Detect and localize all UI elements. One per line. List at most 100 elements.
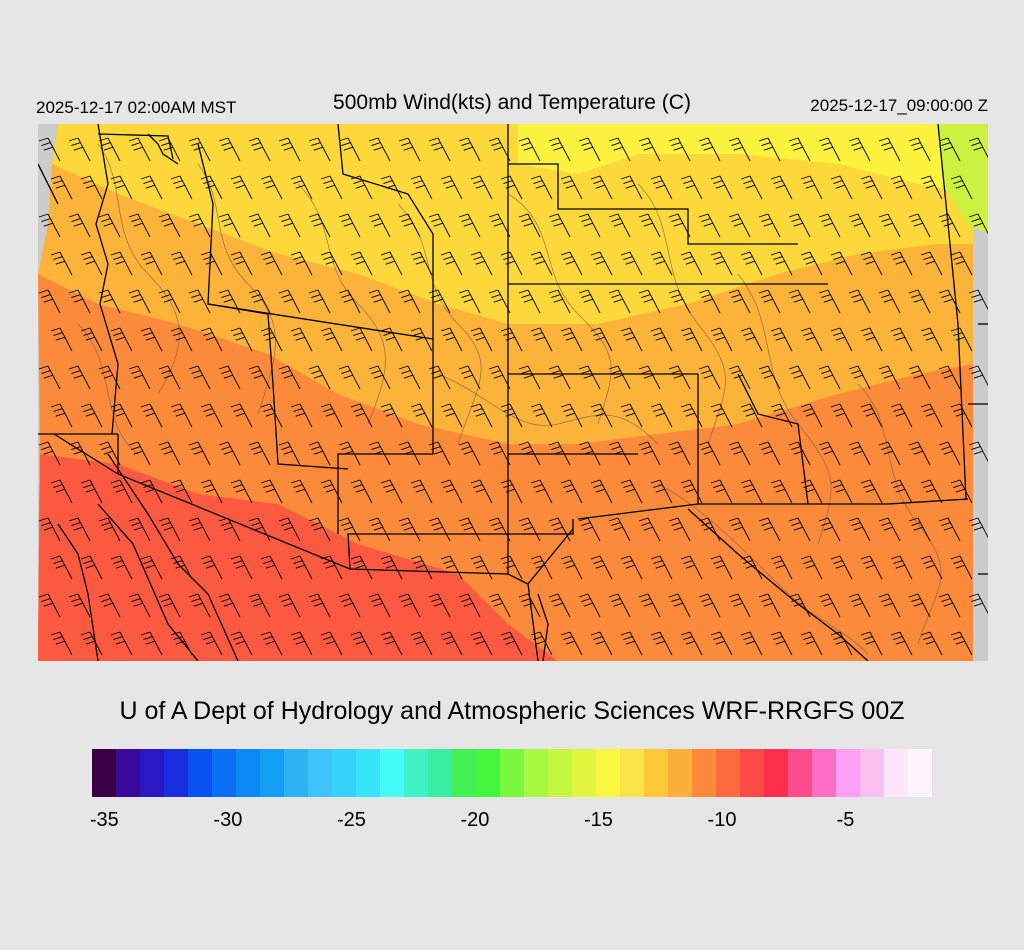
- wind-barb: [320, 327, 343, 352]
- wind-barb: [680, 631, 703, 656]
- colorbar-swatch: [524, 749, 548, 797]
- wind-barb: [410, 403, 433, 428]
- wind-barb: [470, 327, 493, 352]
- colorbar-swatch: [236, 749, 260, 797]
- colorbar-swatch: [92, 749, 116, 797]
- wind-barb: [680, 479, 703, 504]
- wind-barb: [620, 479, 643, 504]
- wind-barb: [398, 593, 421, 618]
- wind-barb: [650, 403, 673, 428]
- wind-barb: [458, 365, 481, 390]
- wind-barb: [320, 631, 343, 656]
- wind-barb: [860, 327, 883, 352]
- wind-barb: [788, 517, 811, 542]
- wind-barb: [140, 479, 163, 504]
- wind-barb: [830, 479, 853, 504]
- wind-barb: [98, 441, 121, 466]
- colorbar-swatch: [116, 749, 140, 797]
- wind-barb: [728, 441, 751, 466]
- wind-barb: [890, 479, 913, 504]
- wind-barb: [878, 517, 901, 542]
- wind-barb: [488, 517, 511, 542]
- wind-barb: [950, 403, 973, 428]
- wind-barb: [98, 365, 121, 390]
- wind-barb: [608, 593, 631, 618]
- wind-barb: [920, 631, 943, 656]
- colorbar-swatch: [404, 749, 428, 797]
- wind-barb: [440, 403, 463, 428]
- wind-barb: [158, 365, 181, 390]
- wind-barb: [548, 137, 571, 162]
- colorbar-swatch: [356, 749, 380, 797]
- wind-barb: [758, 213, 781, 238]
- wind-barb: [860, 479, 883, 504]
- wind-barb: [38, 517, 61, 542]
- wind-barb: [140, 251, 163, 276]
- colorbar-swatch: [716, 749, 740, 797]
- wind-barb: [890, 631, 913, 656]
- wind-barb: [710, 555, 733, 580]
- wind-barb: [578, 365, 601, 390]
- wind-barb: [578, 517, 601, 542]
- wind-barb: [518, 441, 541, 466]
- colorbar-swatch: [812, 749, 836, 797]
- wind-barb: [170, 403, 193, 428]
- wind-barb: [248, 593, 271, 618]
- wind-barb: [68, 289, 91, 314]
- wind-barb: [260, 555, 283, 580]
- wind-barb: [860, 631, 883, 656]
- wind-barb: [740, 555, 763, 580]
- wind-barb: [428, 137, 451, 162]
- wind-barb: [950, 175, 973, 200]
- wind-barb: [200, 479, 223, 504]
- wind-barb: [818, 289, 841, 314]
- wind-barb: [848, 441, 871, 466]
- wind-barb: [878, 365, 901, 390]
- wind-barb: [950, 479, 973, 504]
- wind-barb: [200, 555, 223, 580]
- wind-barb: [638, 213, 661, 238]
- wind-barb: [518, 289, 541, 314]
- wind-barb: [740, 175, 763, 200]
- wind-barb: [398, 365, 421, 390]
- wind-barb: [650, 327, 673, 352]
- wind-barb: [560, 631, 583, 656]
- wind-barb: [950, 327, 973, 352]
- wind-barb: [188, 137, 211, 162]
- wind-barb: [368, 593, 391, 618]
- wind-barb: [938, 517, 961, 542]
- wind-barb: [668, 213, 691, 238]
- wind-barb: [698, 137, 721, 162]
- wind-barb: [338, 517, 361, 542]
- wind-barb: [938, 213, 961, 238]
- wind-barb: [620, 555, 643, 580]
- wind-barb: [608, 213, 631, 238]
- wind-barb: [368, 441, 391, 466]
- wind-barb: [548, 213, 571, 238]
- wind-barb: [710, 479, 733, 504]
- wind-barb: [638, 289, 661, 314]
- wind-barb: [128, 441, 151, 466]
- colorbar-tick-label: -30: [213, 809, 243, 831]
- wind-barb: [818, 441, 841, 466]
- wind-barb: [230, 175, 253, 200]
- wind-barb: [140, 327, 163, 352]
- wind-barb: [860, 251, 883, 276]
- wind-barb: [260, 251, 283, 276]
- wind-barb: [290, 251, 313, 276]
- wind-barb: [500, 175, 523, 200]
- wind-barb: [338, 213, 361, 238]
- wind-barb: [848, 213, 871, 238]
- wind-barb: [488, 213, 511, 238]
- wind-barb: [578, 441, 601, 466]
- wind-barb: [278, 593, 301, 618]
- wind-barb: [128, 137, 151, 162]
- wind-barb: [710, 251, 733, 276]
- wind-barb: [878, 137, 901, 162]
- wind-barb: [920, 479, 943, 504]
- colorbar-tick-label: -5: [836, 809, 855, 831]
- wind-barb: [920, 175, 943, 200]
- wind-barb: [320, 403, 343, 428]
- wind-barb: [98, 289, 121, 314]
- wind-barb: [98, 137, 121, 162]
